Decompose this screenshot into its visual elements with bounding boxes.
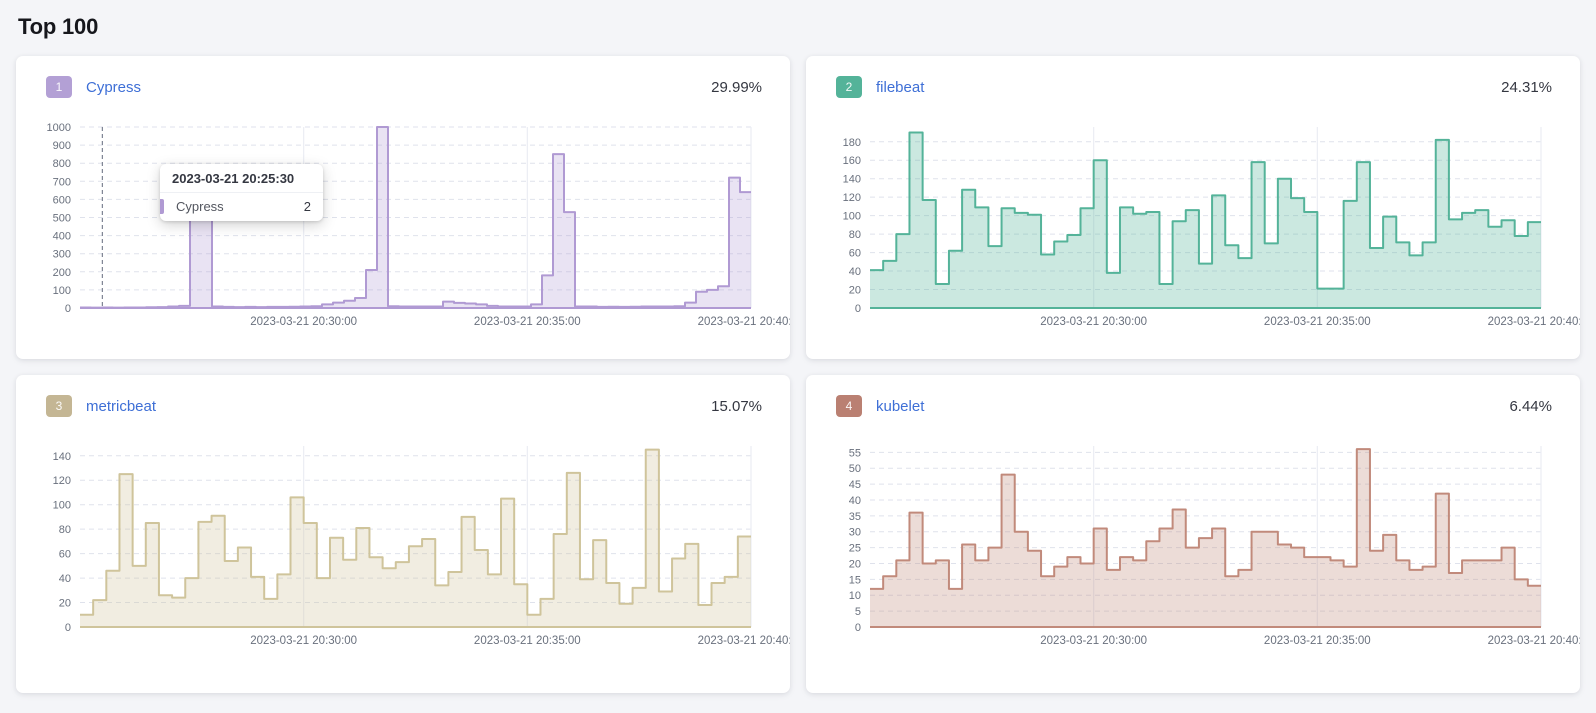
chart-area-cypress: 0 100 200 300 400 500 600 700 800 900 1000 2023-03-… [34, 120, 790, 332]
y-tick-label: 45 [849, 479, 861, 491]
y-tick-label: 10 [849, 590, 861, 602]
y-tick-label: 20 [849, 285, 861, 297]
percent-value: 29.99% [711, 78, 762, 96]
card-header: 1 Cypress 29.99% [46, 76, 762, 98]
x-tick-label: 2023-03-21 20:30:00 [250, 316, 357, 328]
x-tick-label: 2023-03-21 20:35:00 [1264, 316, 1371, 328]
x-tick-label: 2023-03-21 20:30:00 [1040, 316, 1147, 328]
y-tick-label: 900 [53, 140, 71, 152]
series-line [870, 131, 1541, 290]
card-filebeat: 2 filebeat 24.31% 0 20 40 60 80 100 120 140 160 1… [806, 56, 1580, 359]
y-tick-label: 40 [59, 573, 71, 585]
card-kubelet: 4 kubelet 6.44% 0 5 10 15 20 25 30 35 40 45 50 55 20… [806, 375, 1580, 693]
y-tick-label: 5 [855, 606, 861, 618]
series-area [870, 132, 1541, 308]
series-line [80, 448, 751, 616]
charts-grid: 1 Cypress 29.99% 0 100 200 300 400 500 600 700 8… [16, 56, 1580, 693]
chart-area-metricbeat: 0 20 40 60 80 100 120 140 2023-03-21 20:30:00 202… [34, 439, 790, 651]
x-tick-label: 2023-03-21 20:30:00 [1040, 635, 1147, 647]
card-header: 2 filebeat 24.31% [836, 76, 1552, 98]
series-link-kubelet[interactable]: kubelet [876, 397, 925, 415]
percent-value: 6.44% [1509, 397, 1552, 415]
filebeat-step-area-chart[interactable]: 0 20 40 60 80 100 120 140 160 180 2023-03-21 20:30… [824, 120, 1580, 332]
x-tick-label: 2023-03-21 20:30:00 [250, 635, 357, 647]
x-tick-label: 2023-03-21 20:40:00 [698, 635, 790, 647]
y-tick-label: 50 [849, 463, 861, 475]
rank-badge: 4 [836, 395, 862, 417]
y-tick-label: 0 [855, 303, 861, 315]
x-tick-label: 2023-03-21 20:35:00 [1264, 635, 1371, 647]
y-tick-label: 100 [53, 500, 71, 512]
y-tick-label: 55 [849, 447, 861, 459]
x-tick-label: 2023-03-21 20:40:00 [1488, 635, 1580, 647]
series-link-cypress[interactable]: Cypress [86, 78, 142, 96]
cypress-step-area-chart[interactable]: 0 100 200 300 400 500 600 700 800 900 1000 2023-03-… [34, 120, 790, 332]
y-tick-label: 0 [65, 303, 71, 315]
y-tick-label: 500 [53, 213, 71, 225]
series-area [80, 449, 751, 627]
percent-value: 15.07% [711, 397, 762, 415]
y-tick-label: 100 [53, 285, 71, 297]
chart-tooltip: 2023-03-21 20:25:30 Cypress 2 [160, 164, 323, 221]
card-header: 4 kubelet 6.44% [836, 395, 1552, 417]
y-tick-label: 140 [843, 174, 861, 186]
y-tick-label: 40 [849, 495, 861, 507]
chart-area-kubelet: 0 5 10 15 20 25 30 35 40 45 50 55 2023-03-21 20:30:0… [824, 439, 1580, 651]
y-tick-label: 140 [53, 451, 71, 463]
y-tick-label: 400 [53, 231, 71, 243]
x-tick-label: 2023-03-21 20:35:00 [474, 316, 581, 328]
y-tick-label: 120 [843, 192, 861, 204]
y-tick-label: 0 [855, 622, 861, 634]
percent-value: 24.31% [1501, 78, 1552, 96]
series-link-filebeat[interactable]: filebeat [876, 78, 925, 96]
chart-area-filebeat: 0 20 40 60 80 100 120 140 160 180 2023-03-21 20:30… [824, 120, 1580, 332]
y-tick-label: 35 [849, 511, 861, 523]
series-line [870, 448, 1541, 590]
y-tick-label: 20 [59, 598, 71, 610]
y-tick-label: 160 [843, 155, 861, 167]
y-tick-label: 300 [53, 249, 71, 261]
y-tick-label: 80 [59, 524, 71, 536]
y-tick-label: 1000 [47, 122, 71, 134]
y-tick-label: 80 [849, 229, 861, 241]
series-link-metricbeat[interactable]: metricbeat [86, 397, 157, 415]
series-line [80, 126, 751, 309]
metricbeat-step-area-chart[interactable]: 0 20 40 60 80 100 120 140 2023-03-21 20:30:00 202… [34, 439, 790, 651]
y-tick-label: 700 [53, 176, 71, 188]
card-cypress: 1 Cypress 29.99% 0 100 200 300 400 500 600 700 8… [16, 56, 790, 359]
y-tick-label: 60 [59, 549, 71, 561]
y-tick-label: 100 [843, 211, 861, 223]
tooltip-series-name: Cypress [176, 199, 224, 214]
tooltip-timestamp: 2023-03-21 20:25:30 [160, 164, 323, 193]
y-tick-label: 0 [65, 622, 71, 634]
tooltip-series-value: 2 [303, 199, 311, 214]
x-tick-label: 2023-03-21 20:40:00 [698, 316, 790, 328]
y-tick-label: 20 [849, 558, 861, 570]
y-tick-label: 60 [849, 248, 861, 260]
tooltip-series-swatch [160, 199, 164, 214]
x-tick-label: 2023-03-21 20:40:00 [1488, 316, 1580, 328]
x-tick-label: 2023-03-21 20:35:00 [474, 635, 581, 647]
y-tick-label: 120 [53, 475, 71, 487]
rank-badge: 2 [836, 76, 862, 98]
page-title: Top 100 [18, 14, 99, 39]
y-tick-label: 200 [53, 267, 71, 279]
card-metricbeat: 3 metricbeat 15.07% 0 20 40 60 80 100 120 140 20… [16, 375, 790, 693]
y-tick-label: 40 [849, 266, 861, 278]
kubelet-step-area-chart[interactable]: 0 5 10 15 20 25 30 35 40 45 50 55 2023-03-21 20:30:0… [824, 439, 1580, 651]
y-tick-label: 800 [53, 158, 71, 170]
y-tick-label: 180 [843, 137, 861, 149]
rank-badge: 1 [46, 76, 72, 98]
y-tick-label: 30 [849, 527, 861, 539]
y-tick-label: 25 [849, 543, 861, 555]
y-tick-label: 15 [849, 574, 861, 586]
rank-badge: 3 [46, 395, 72, 417]
y-tick-label: 600 [53, 194, 71, 206]
card-header: 3 metricbeat 15.07% [46, 395, 762, 417]
tooltip-row: Cypress 2 [160, 193, 323, 221]
